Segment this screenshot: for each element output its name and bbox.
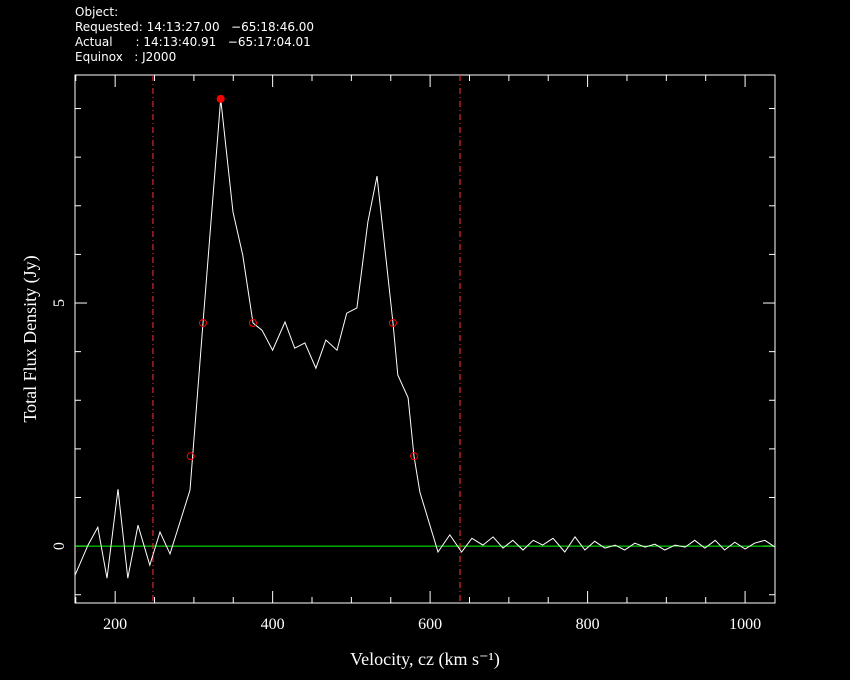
header-line: Equinox : J2000 <box>75 50 176 64</box>
spectrum-line <box>74 98 776 579</box>
x-tick-label: 600 <box>418 616 442 633</box>
y-tick-label: 5 <box>51 299 68 307</box>
width-point <box>388 318 397 327</box>
x-tick-label: 200 <box>103 616 127 633</box>
width-point <box>186 452 195 461</box>
width-point <box>409 452 418 461</box>
x-tick-label: 800 <box>576 616 600 633</box>
width-point <box>248 318 257 327</box>
x-tick-label: 400 <box>261 616 285 633</box>
header-line: Requested: 14:13:27.00 −65:18:46.00 <box>75 20 314 34</box>
x-tick-label: 1000 <box>729 616 761 633</box>
y-axis-label: Total Flux Density (Jy) <box>20 255 41 422</box>
header-line: Actual : 14:13:40.91 −65:17:04.01 <box>75 35 311 49</box>
header-line: Object: <box>75 5 118 19</box>
width-point <box>198 318 207 327</box>
x-axis-label: Velocity, cz (km s⁻¹) <box>350 649 500 670</box>
plot-frame <box>74 74 776 604</box>
peak-point <box>216 94 225 103</box>
y-tick-label: 0 <box>51 542 68 550</box>
